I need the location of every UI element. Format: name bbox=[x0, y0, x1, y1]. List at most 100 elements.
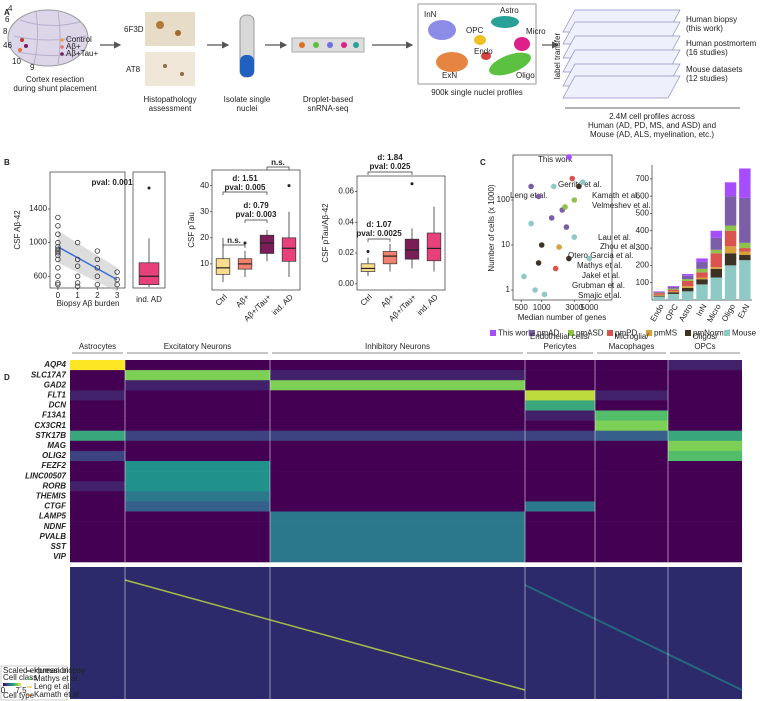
heatmap-cell bbox=[668, 501, 742, 512]
point bbox=[94, 248, 101, 254]
bar-segment bbox=[710, 253, 722, 268]
heatmap-cell bbox=[525, 501, 595, 512]
point bbox=[541, 291, 548, 298]
bar-segment bbox=[739, 197, 751, 243]
legend-title: Scaled expression bbox=[3, 666, 68, 675]
y-axis-label: CSF Aβ-42 bbox=[13, 210, 22, 250]
stain-image bbox=[145, 52, 195, 86]
group-label: OPCs bbox=[694, 342, 715, 351]
colorbar-tick-label: 7.5 bbox=[15, 686, 27, 695]
point bbox=[94, 281, 101, 288]
x-tick-label: Ctrl bbox=[359, 292, 374, 307]
y-tick-label: 400 bbox=[636, 226, 650, 235]
heatmap-cell bbox=[525, 491, 595, 502]
y-tick-label: 0.00 bbox=[338, 279, 354, 288]
significance-bracket bbox=[222, 191, 268, 195]
gene-label: FEZF2 bbox=[42, 461, 67, 470]
significance-bracket bbox=[266, 166, 290, 170]
group-legend: Aβ+ bbox=[66, 42, 81, 51]
heatmap-cell bbox=[125, 390, 270, 401]
heatmap-cell bbox=[270, 511, 525, 522]
bar-segment bbox=[682, 275, 694, 280]
droplet bbox=[327, 42, 333, 48]
point bbox=[94, 265, 101, 271]
point bbox=[521, 273, 527, 280]
y-axis-label: CSF pTau/Aβ-42 bbox=[321, 203, 330, 263]
heatmap-cell bbox=[270, 541, 525, 553]
legend-label: Mouse bbox=[732, 329, 757, 338]
point bbox=[556, 244, 562, 250]
bar-segment bbox=[696, 277, 708, 280]
box bbox=[259, 234, 275, 254]
x-tick-label: Ctrl bbox=[214, 292, 229, 307]
caption: during shunt placement bbox=[13, 84, 97, 93]
umap-cluster bbox=[514, 37, 530, 51]
sample-dot bbox=[24, 44, 28, 48]
droplet bbox=[353, 42, 359, 48]
legend-label: pmASD bbox=[576, 329, 604, 338]
heatmap-cell bbox=[525, 531, 595, 543]
annotation: Jakel et al. bbox=[582, 271, 620, 280]
bar-segment bbox=[682, 279, 694, 281]
bar-segment bbox=[710, 249, 722, 254]
gene-label: NDNF bbox=[44, 522, 67, 531]
point bbox=[74, 239, 81, 246]
x-tick-label: 3 bbox=[115, 291, 120, 300]
heatmap-cell bbox=[270, 400, 525, 411]
heatmap-cell bbox=[595, 440, 668, 452]
heatmap-cell bbox=[668, 440, 742, 452]
heatmap-cell bbox=[525, 471, 595, 482]
legend-label: This work bbox=[498, 329, 533, 338]
dataset-legend-label: Mathys et al. bbox=[34, 674, 79, 683]
heatmap-cell bbox=[525, 410, 595, 421]
heatmap-cell bbox=[125, 400, 270, 411]
heatmap-cell bbox=[70, 430, 125, 442]
heatmap-cell bbox=[595, 380, 668, 391]
y-tick-label: 1400 bbox=[29, 204, 47, 213]
heatmap-cell bbox=[125, 491, 270, 502]
point bbox=[74, 263, 81, 269]
point bbox=[55, 223, 61, 229]
heatmap-cell bbox=[668, 400, 742, 411]
point bbox=[528, 220, 534, 227]
stain-label: 6F3D bbox=[124, 25, 144, 34]
heatmap-cell bbox=[125, 481, 270, 492]
heatmap-cell bbox=[270, 360, 525, 371]
bar-segment bbox=[667, 291, 680, 293]
bar-segment bbox=[710, 230, 722, 238]
heatmap-cell bbox=[668, 471, 742, 482]
point bbox=[55, 281, 61, 288]
dataset-label: (16 studies) bbox=[686, 48, 728, 57]
cluster-label: Astro bbox=[500, 6, 519, 15]
group-label: Macophages bbox=[609, 342, 655, 351]
caption: Isolate single bbox=[224, 95, 271, 104]
y-tick-label: 1 bbox=[506, 285, 511, 294]
y-tick-label: 20 bbox=[200, 233, 209, 242]
heatmap-cell bbox=[70, 521, 125, 532]
bar-segment bbox=[653, 291, 665, 293]
legend-title: Cell class bbox=[3, 673, 37, 682]
legend-swatch bbox=[607, 330, 613, 336]
annotation: Leng et al. bbox=[510, 191, 547, 200]
legend-dot bbox=[60, 38, 64, 42]
heatmap-cell bbox=[595, 430, 668, 442]
point bbox=[563, 224, 570, 230]
box bbox=[404, 238, 420, 260]
gene-label: VIP bbox=[53, 552, 67, 561]
box bbox=[360, 263, 376, 272]
stain-spot bbox=[175, 30, 181, 36]
heatmap-cell bbox=[525, 511, 595, 522]
point bbox=[535, 260, 542, 266]
legend-title: Cell type bbox=[3, 691, 35, 700]
heatmap-cell bbox=[270, 501, 525, 512]
bar-segment bbox=[667, 288, 680, 290]
brain-area: 10 bbox=[12, 57, 21, 66]
transfer-label: label transfer bbox=[553, 33, 562, 80]
legend-label: pmPD bbox=[615, 329, 637, 338]
point bbox=[55, 246, 61, 253]
heatmap-cell bbox=[70, 541, 125, 553]
heatmap-cell bbox=[595, 400, 668, 411]
x-tick-label: ind. AD bbox=[415, 292, 440, 317]
gene-label: DCN bbox=[49, 401, 67, 410]
annotation: Otero Garcia et al. bbox=[568, 251, 633, 260]
